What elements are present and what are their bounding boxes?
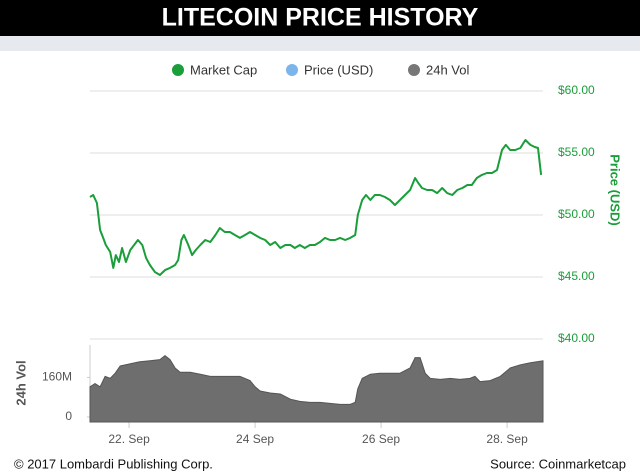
y-tick-label: $55.00: [558, 145, 595, 159]
y-tick-label: 0: [65, 409, 72, 423]
footer-left: © 2017 Lombardi Publishing Corp.: [14, 456, 213, 471]
legend-label: Price (USD): [304, 62, 373, 77]
y-tick-label: $45.00: [558, 269, 595, 283]
title-bar: [0, 0, 640, 36]
x-tick-label: 26 Sep: [362, 432, 400, 446]
y-tick-label: $40.00: [558, 331, 595, 345]
footer-right: Source: Coinmarketcap: [490, 456, 626, 471]
legend-marker: [408, 64, 420, 76]
y-axis-title: 24h Vol: [13, 360, 28, 405]
band: [0, 36, 640, 51]
volume-area: [89, 354, 544, 423]
x-tick-label: 24 Sep: [236, 432, 274, 446]
legend-marker: [286, 64, 298, 76]
legend-marker: [172, 64, 184, 76]
y-tick-label: $50.00: [558, 207, 595, 221]
legend-label: Market Cap: [190, 62, 257, 77]
price-line: [89, 139, 543, 276]
y-tick-label: $60.00: [558, 83, 595, 97]
y-axis-title: Price (USD): [608, 154, 623, 226]
legend-label: 24h Vol: [426, 62, 469, 77]
x-tick-label: 22. Sep: [108, 432, 150, 446]
x-tick-label: 28. Sep: [486, 432, 528, 446]
title: LITECOIN PRICE HISTORY: [162, 4, 479, 32]
y-tick-label: 160M: [42, 370, 72, 384]
